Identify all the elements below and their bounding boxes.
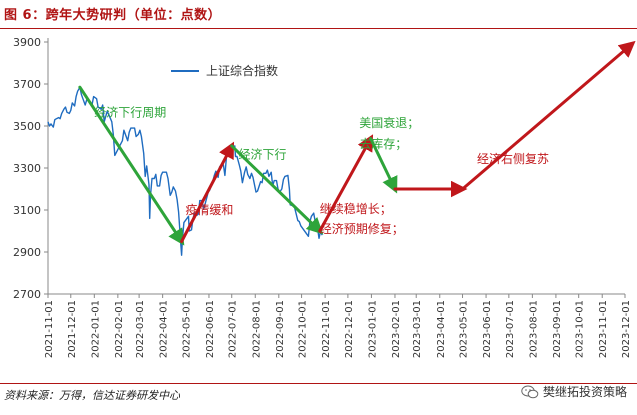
x-tick-label: 2022-10-01 (298, 300, 309, 358)
title-divider (0, 28, 637, 29)
annotation-epidemic-ease: 疫情缓和 (185, 202, 233, 217)
x-tick-label: 2023-05-01 (459, 300, 470, 358)
x-tick-label: 2023-12-01 (621, 300, 632, 358)
x-tick-label: 2022-12-01 (344, 300, 355, 358)
footer-divider (0, 383, 637, 384)
trend-arrow-5-green (369, 137, 398, 194)
x-tick-label: 2022-07-01 (228, 300, 239, 358)
trend-arrow-7-red (461, 40, 636, 191)
brand: 樊继拓投资策略 (521, 383, 627, 400)
trend-arrow-4-red (318, 134, 374, 233)
x-tick-label: 2022-11-01 (321, 300, 332, 358)
y-tick-label: 3500 (13, 120, 41, 133)
x-tick-label: 2023-02-01 (391, 300, 402, 358)
annotation-expected-recovery: 经济预期修复； (320, 221, 404, 236)
brand-name: 樊继拓投资策略 (542, 385, 627, 399)
y-tick-label: 3700 (13, 78, 41, 91)
figure-title: 图 6：跨年大势研判（单位：点数） (4, 8, 222, 23)
x-tick-label: 2023-03-01 (412, 300, 423, 358)
annotation-economy-down-cycle: 经济下行周期 (94, 105, 166, 120)
x-tick-label: 2021-12-01 (67, 300, 78, 358)
x-tick-label: 2023-04-01 (436, 300, 447, 358)
y-tick-label: 3900 (13, 36, 41, 49)
x-tick-label: 2023-10-01 (575, 300, 586, 358)
x-tick-label: 2023-11-01 (598, 300, 609, 358)
trend-arrow-3-green (230, 144, 324, 235)
x-tick-label: 2023-01-01 (367, 300, 378, 358)
y-tick-label: 2900 (13, 246, 41, 259)
y-tick-label: 2700 (13, 288, 41, 301)
x-tick-label: 2022-01-01 (90, 300, 101, 358)
trend-arrow-2-red (180, 141, 235, 243)
annotation-economy-down: 经济下行 (239, 147, 287, 162)
x-tick-label: 2021-11-01 (44, 300, 55, 358)
trend-arrow-1-green (78, 85, 185, 246)
wechat-icon (521, 385, 539, 398)
x-tick-label: 2022-09-01 (275, 300, 286, 358)
annotation-continued-growth: 继续稳增长； (320, 201, 392, 216)
x-tick-label: 2022-06-01 (205, 300, 216, 358)
x-tick-label: 2023-07-01 (505, 300, 516, 358)
y-tick-label: 3100 (13, 204, 41, 217)
x-tick-label: 2023-06-01 (482, 300, 493, 358)
annotation-us-recession: 美国衰退； (359, 115, 419, 130)
series-line-shanghai-composite (47, 86, 323, 256)
annotation-right-side-recovery: 经济右侧复苏 (477, 151, 549, 166)
x-tick-label: 2023-09-01 (552, 300, 563, 358)
x-tick-label: 2022-03-01 (135, 300, 146, 358)
x-tick-label: 2022-05-01 (181, 300, 192, 358)
source-note: 资料来源：万得，信达证券研发中心 (4, 389, 180, 402)
x-tick-label: 2022-04-01 (159, 300, 170, 358)
annotation-destock: 去库存； (359, 136, 407, 151)
legend-label: 上证综合指数 (206, 63, 278, 78)
x-tick-label: 2023-08-01 (528, 300, 539, 358)
x-tick-label: 2022-02-01 (114, 300, 125, 358)
y-tick-label: 3300 (13, 162, 41, 175)
x-tick-label: 2022-08-01 (251, 300, 262, 358)
